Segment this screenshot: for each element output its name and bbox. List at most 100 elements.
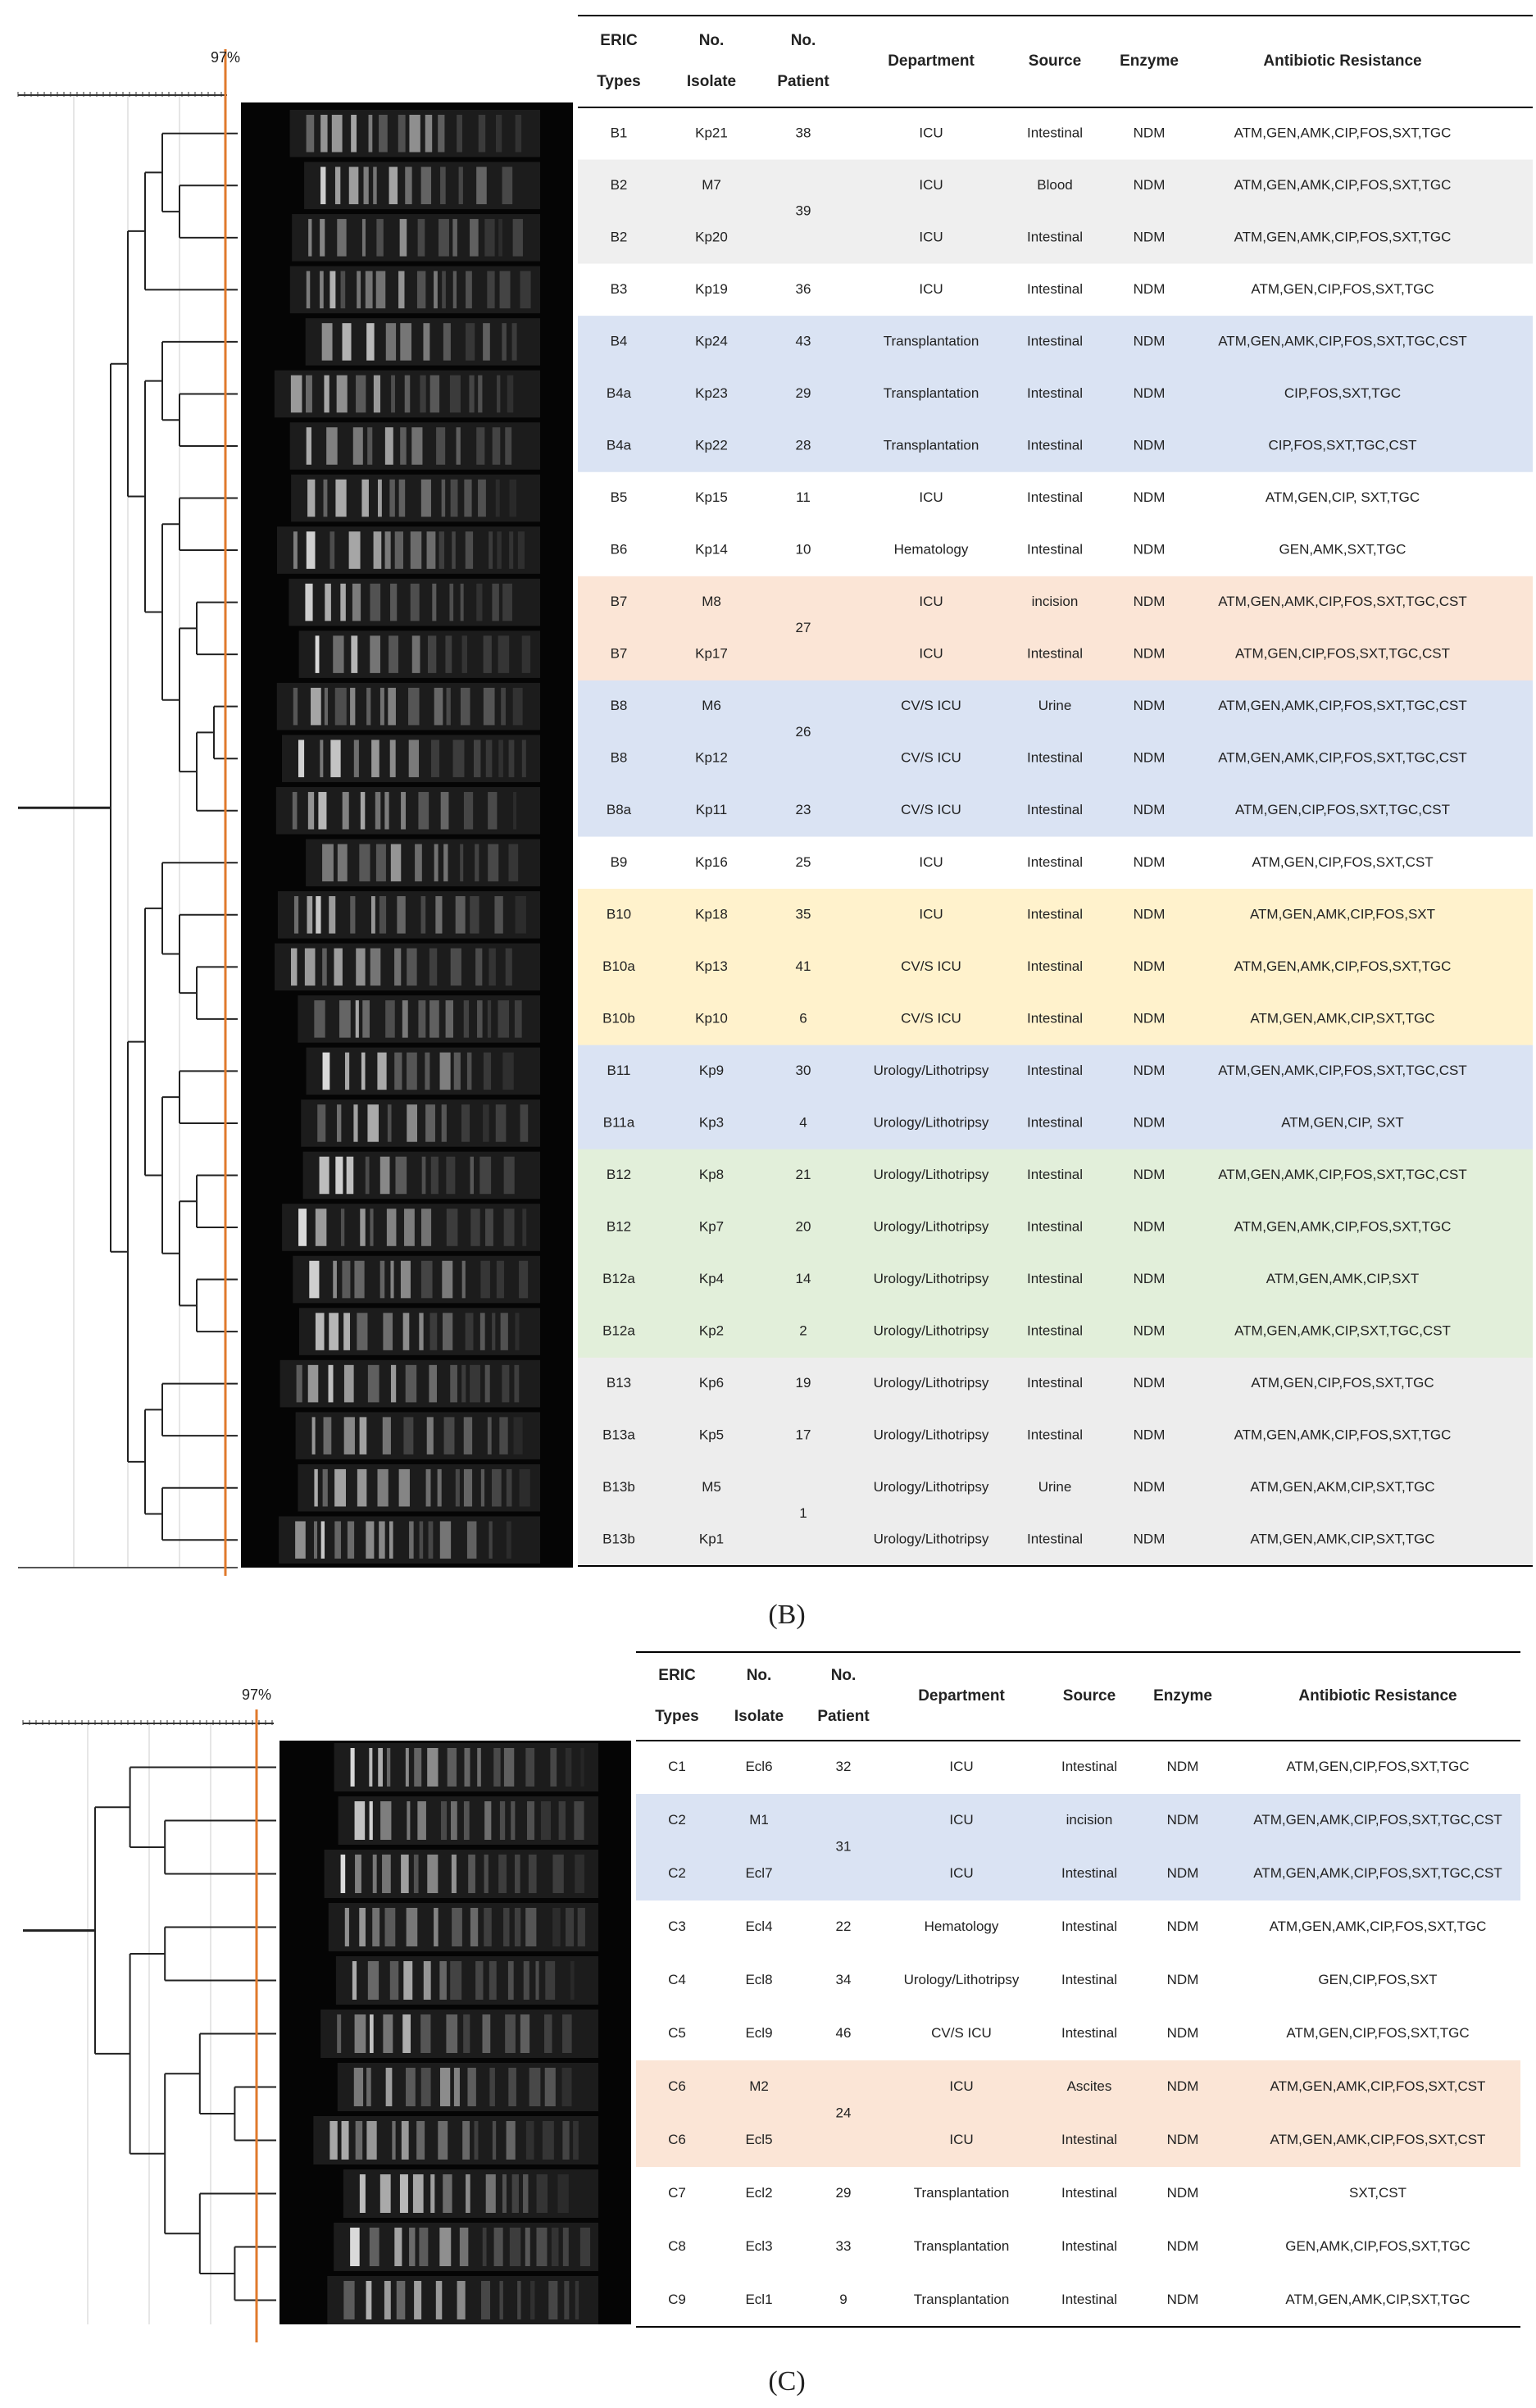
- gel-band: [350, 1748, 355, 1787]
- table-cell: Intestinal: [1027, 1375, 1083, 1391]
- gel-band: [394, 2228, 402, 2266]
- table-cell: M5: [702, 1479, 721, 1495]
- gel-band: [351, 115, 357, 152]
- table-cell: 21: [796, 1167, 811, 1182]
- gel-band: [321, 323, 333, 361]
- gel-band: [335, 1156, 343, 1195]
- gel-band: [401, 1855, 409, 1893]
- gel-lane: [338, 1796, 598, 1845]
- gel-band: [566, 1908, 575, 1946]
- table-cell: Intestinal: [1061, 2292, 1117, 2307]
- gel-lane: [324, 1850, 598, 1898]
- column-header: No.: [831, 1667, 857, 1684]
- gel-band: [320, 219, 325, 257]
- gel-band: [394, 1052, 402, 1090]
- table-cell: Kp5: [699, 1427, 724, 1443]
- gel-lane: [298, 1308, 540, 1355]
- gel-band: [352, 583, 361, 621]
- table-cell: B6: [611, 542, 628, 558]
- table-cell: B13b: [602, 1479, 635, 1495]
- gel-band: [408, 687, 420, 726]
- gel-band: [493, 1748, 501, 1787]
- table-cell: ATM,GEN,AMK,CIP,SXT,TGC: [1285, 2292, 1470, 2307]
- cutoff-label: 97%: [242, 1687, 271, 1703]
- gel-band: [355, 1000, 359, 1038]
- table-cell: ICU: [919, 854, 943, 870]
- row-background: [636, 1741, 1520, 1795]
- gel-lane: [335, 1956, 598, 2005]
- table-cell: ICU: [919, 177, 943, 193]
- gel-band: [508, 740, 515, 777]
- table-cell: ATM,GEN,AMK,CIP,FOS,SXT,TGC,CST: [1218, 1063, 1467, 1078]
- gel-band: [315, 635, 320, 673]
- table-cell: Urology/Lithotripsy: [874, 1114, 989, 1130]
- table-cell: Intestinal: [1061, 2185, 1117, 2201]
- column-header: Types: [597, 73, 641, 90]
- row-background: [578, 576, 1533, 629]
- gel-band: [442, 1260, 453, 1299]
- gel-band: [512, 219, 523, 257]
- gel-band: [515, 1313, 520, 1350]
- gel-band: [410, 583, 420, 621]
- table-cell: 6: [799, 1010, 807, 1026]
- gel-band: [498, 219, 503, 257]
- gel-band: [366, 323, 375, 361]
- gel-band: [306, 375, 312, 413]
- table-cell: ICU: [919, 229, 943, 244]
- gel-band: [447, 1748, 457, 1787]
- gel-band: [361, 219, 366, 257]
- gel-band: [488, 791, 498, 830]
- gel-band: [311, 1417, 316, 1454]
- column-header: ERIC: [600, 32, 638, 49]
- gel-band: [456, 427, 461, 465]
- gel-band: [495, 479, 500, 517]
- gel-band: [385, 323, 397, 361]
- gel-band: [493, 2228, 503, 2266]
- gel-band: [314, 1468, 318, 1507]
- gel-band: [442, 271, 446, 309]
- table-cell: B8: [611, 750, 628, 766]
- gel-band: [410, 531, 422, 569]
- gel-band: [414, 2281, 422, 2319]
- table-cell: B5: [611, 489, 628, 505]
- gel-band: [290, 948, 298, 986]
- gel-band: [466, 2174, 470, 2213]
- table-cell: NDM: [1134, 542, 1166, 558]
- gel-band: [478, 375, 483, 413]
- gel-band: [314, 1000, 325, 1038]
- table-cell: ATM,GEN,CIP,FOS,SXT,TGC,CST: [1235, 646, 1450, 662]
- table-cell: Urine: [1038, 1479, 1072, 1495]
- gel-band: [399, 2174, 408, 2213]
- table-cell: 24: [836, 2105, 852, 2120]
- column-header: Patient: [777, 73, 829, 90]
- gel-band: [457, 2281, 466, 2319]
- gel-band: [409, 1521, 414, 1559]
- gel-band: [517, 531, 525, 569]
- gel-band: [498, 1000, 510, 1038]
- table-cell: C9: [668, 2292, 686, 2307]
- gel-band: [329, 531, 335, 569]
- table-cell: CIP,FOS,SXT,TGC: [1284, 385, 1401, 401]
- table-cell: NDM: [1134, 1323, 1166, 1339]
- gel-band: [519, 1260, 529, 1299]
- gel-band: [525, 1908, 537, 1946]
- gel-band: [499, 2281, 503, 2319]
- table-cell: Intestinal: [1061, 2238, 1117, 2254]
- gel-band: [333, 1260, 337, 1299]
- gel-band: [579, 2228, 591, 2266]
- table-cell: Intestinal: [1027, 125, 1083, 140]
- gel-band: [489, 2068, 495, 2106]
- table-cell: Intestinal: [1027, 906, 1083, 922]
- gel-band: [489, 531, 493, 569]
- table-cell: NDM: [1134, 1219, 1166, 1235]
- table-cell: C6: [668, 2078, 686, 2094]
- gel-band: [326, 427, 338, 465]
- table-cell: 31: [836, 1838, 852, 1854]
- table-cell: Transplantation: [884, 437, 979, 453]
- gel-band: [396, 2281, 406, 2319]
- gel-band: [513, 791, 517, 830]
- gel-band: [475, 1961, 484, 2000]
- table-cell: B11a: [603, 1114, 635, 1130]
- gel-band: [514, 1364, 520, 1403]
- gel-band: [306, 271, 311, 309]
